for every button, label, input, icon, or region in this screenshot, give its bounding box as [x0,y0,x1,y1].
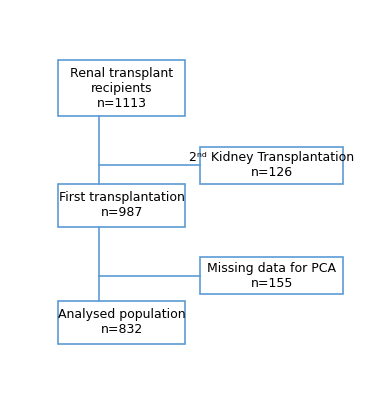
Text: Analysed population
n=832: Analysed population n=832 [58,308,185,336]
Text: 2ⁿᵈ Kidney Transplantation
n=126: 2ⁿᵈ Kidney Transplantation n=126 [189,151,354,179]
FancyBboxPatch shape [58,60,185,116]
Text: Missing data for PCA
n=155: Missing data for PCA n=155 [207,262,336,290]
FancyBboxPatch shape [58,184,185,227]
Text: Renal transplant
recipients
n=1113: Renal transplant recipients n=1113 [70,66,173,110]
FancyBboxPatch shape [58,300,185,344]
Text: First transplantation
n=987: First transplantation n=987 [59,191,185,219]
FancyBboxPatch shape [201,258,343,294]
FancyBboxPatch shape [201,146,343,184]
